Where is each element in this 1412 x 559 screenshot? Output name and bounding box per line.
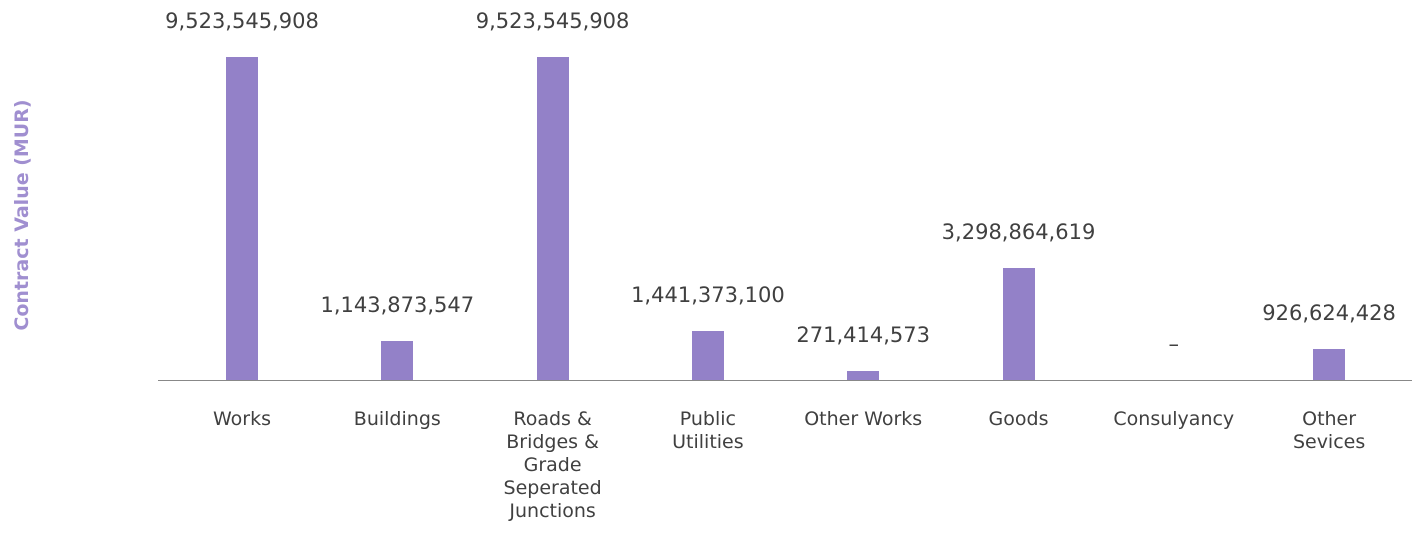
data-label: 9,523,545,908	[475, 9, 630, 33]
x-tick-label: Goods	[988, 408, 1049, 430]
x-tick-label: Public Utilities	[672, 408, 744, 453]
data-label: 3,298,864,619	[941, 220, 1096, 245]
bar	[691, 331, 724, 380]
bar	[1002, 268, 1035, 380]
data-label: 926,624,428	[1262, 300, 1396, 325]
bar	[847, 370, 880, 380]
bar	[226, 57, 258, 380]
y-axis-label: Contract Value (MUR)	[11, 99, 33, 331]
x-tick-label: Roads & Bridges & Grade Seperated Juncti…	[503, 408, 602, 522]
bar	[1313, 348, 1346, 380]
bar	[536, 57, 569, 380]
x-axis-line	[158, 380, 1412, 381]
data-label: 9,523,545,908	[165, 9, 319, 33]
data-label: –	[1168, 332, 1180, 356]
x-tick-label: Other Sevices	[1292, 408, 1366, 453]
data-label: 1,143,873,547	[320, 293, 475, 318]
x-tick-label: Works	[212, 408, 271, 430]
data-label: 1,441,373,100	[631, 283, 785, 308]
bar	[381, 341, 414, 380]
data-label: 271,414,573	[796, 322, 930, 347]
x-tick-label: Buildings	[353, 408, 441, 430]
x-tick-label: Consulyancy	[1113, 408, 1235, 430]
x-tick-label: Other Works	[804, 408, 923, 430]
